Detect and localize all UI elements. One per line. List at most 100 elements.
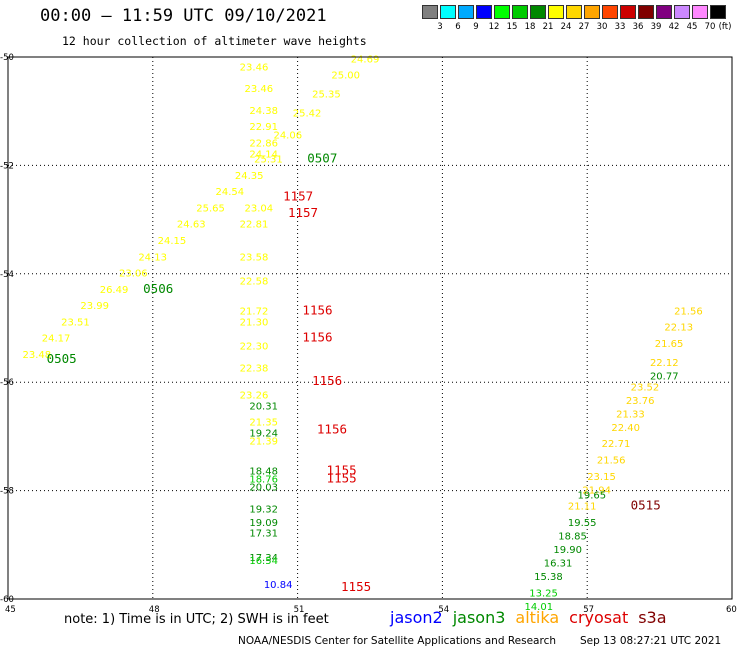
color-swatch (692, 5, 708, 19)
wave-height-value: 21.30 (240, 317, 269, 328)
wave-height-value: 21.65 (655, 339, 684, 350)
color-swatch (710, 5, 726, 19)
wave-height-value: 24.54 (216, 187, 245, 198)
pass-time-label: 0505 (47, 351, 77, 366)
wave-height-value: 23.58 (240, 252, 269, 263)
wave-height-value: 10.84 (264, 580, 293, 591)
color-scale-unit: (ft) (718, 22, 732, 32)
wave-height-value: 22.30 (240, 342, 269, 353)
wave-height-value: 23.99 (80, 301, 109, 312)
wave-height-value: 24.14 (249, 149, 278, 160)
lon-tick-label: 45 (5, 605, 16, 615)
wave-height-value: 22.12 (650, 358, 679, 369)
lat-tick-label: -56 (0, 378, 14, 388)
wave-height-value: 24.15 (158, 236, 187, 247)
color-swatch (530, 5, 546, 19)
wave-height-value: 20.03 (249, 483, 278, 494)
map-subtitle: 12 hour collection of altimeter wave hei… (62, 34, 367, 48)
color-scale-label: 12 (488, 22, 500, 32)
wave-height-value: 26.49 (100, 285, 129, 296)
wave-height-value: 18.85 (558, 531, 587, 542)
color-swatch (602, 5, 618, 19)
color-scale-label: 70 (704, 22, 716, 32)
wave-height-value: 23.15 (587, 472, 616, 483)
wave-height-value: 21.56 (674, 306, 703, 317)
wave-height-value: 22.81 (240, 220, 269, 231)
pass-time-label: 0507 (307, 151, 337, 166)
lat-tick-label: -60 (0, 595, 14, 605)
wave-height-value: 18.76 (249, 474, 278, 485)
lat-tick-label: -52 (0, 161, 14, 171)
wave-height-value: 21.56 (597, 456, 626, 467)
wave-height-value: 23.46 (245, 84, 274, 95)
color-scale-label: 3 (437, 22, 443, 32)
wave-height-value: 21.94 (582, 485, 611, 496)
pass-time-label: 1156 (302, 302, 332, 317)
wave-height-value: 23.51 (61, 317, 90, 328)
pass-time-label: 1156 (312, 373, 342, 388)
color-scale-label: 18 (524, 22, 536, 32)
color-swatch (566, 5, 582, 19)
wave-height-tracks: 23.48 24.17 23.51 23.99 26.49 23.06 24.13 24.15… (22, 54, 702, 612)
pass-time-label: 1156 (302, 330, 332, 345)
wave-height-value: 19.09 (249, 518, 278, 529)
wave-height-value: 17.34 (249, 553, 278, 564)
color-swatch (458, 5, 474, 19)
wave-height-value: 22.91 (249, 122, 278, 133)
color-scale-label: 9 (473, 22, 479, 32)
lon-tick-label: 51 (294, 605, 305, 615)
wave-height-value: 23.76 (626, 396, 655, 407)
wave-height-value: 17.31 (249, 529, 278, 540)
color-scale-label: 45 (686, 22, 698, 32)
lon-tick-label: 48 (149, 605, 160, 615)
legend-s3a: s3a (638, 608, 667, 627)
wave-height-value: 21.11 (568, 502, 597, 513)
map-axes: 45 48 51 54 57 60 -50 -52 -54 -56 -58 -60 (0, 53, 737, 615)
wave-height-value: 19.32 (249, 504, 278, 515)
wave-height-value: 16.54 (249, 556, 278, 567)
color-swatch (656, 5, 672, 19)
color-swatch (476, 5, 492, 19)
wave-height-value: 25.00 (331, 71, 360, 82)
wave-height-value: 23.04 (245, 203, 274, 214)
color-scale-label: 39 (650, 22, 662, 32)
color-swatch (584, 5, 600, 19)
lon-tick-label: 60 (726, 605, 737, 615)
wave-height-value: 22.86 (249, 138, 278, 149)
pass-time-label: 1157 (288, 205, 318, 220)
lat-tick-label: -54 (0, 270, 14, 280)
color-swatch (512, 5, 528, 19)
pass-time-label: 1156 (317, 422, 347, 437)
wave-height-value: 21.39 (249, 437, 278, 448)
satellite-legend: jason2 jason3 altika cryosat s3a (390, 608, 677, 627)
wave-height-value: 22.38 (240, 363, 269, 374)
map-grid (7, 56, 733, 600)
color-scale-label: 42 (668, 22, 680, 32)
wave-height-value: 23.26 (240, 390, 269, 401)
pass-time-label: 1157 (283, 189, 313, 204)
color-scale-label: 6 (455, 22, 461, 32)
color-scale-label: 33 (614, 22, 626, 32)
color-scale-label: 21 (542, 22, 554, 32)
color-scale-label: 15 (506, 22, 518, 32)
wave-height-value: 16.31 (544, 558, 573, 569)
legend-jason3: jason3 (452, 608, 506, 627)
wave-height-value: 24.38 (249, 106, 278, 117)
map-frame (7, 56, 733, 600)
legend-cryosat: cryosat (569, 608, 629, 627)
wave-height-value: 22.40 (611, 423, 640, 434)
wave-height-value: 14.01 (524, 602, 553, 613)
wave-height-value: 15.38 (534, 572, 563, 583)
wave-height-value: 22.58 (240, 277, 269, 288)
wave-height-value: 25.31 (254, 155, 283, 166)
pass-time-label: 1155 (341, 579, 371, 594)
pass-time-label: 1155 (327, 462, 357, 477)
wave-height-value: 25.35 (312, 90, 341, 101)
footer-note: note: 1) Time is in UTC; 2) SWH is in fe… (64, 612, 329, 627)
color-swatch (422, 5, 438, 19)
color-scale-label: 24 (560, 22, 572, 32)
color-swatch (440, 5, 456, 19)
color-swatch (494, 5, 510, 19)
color-swatch (674, 5, 690, 19)
